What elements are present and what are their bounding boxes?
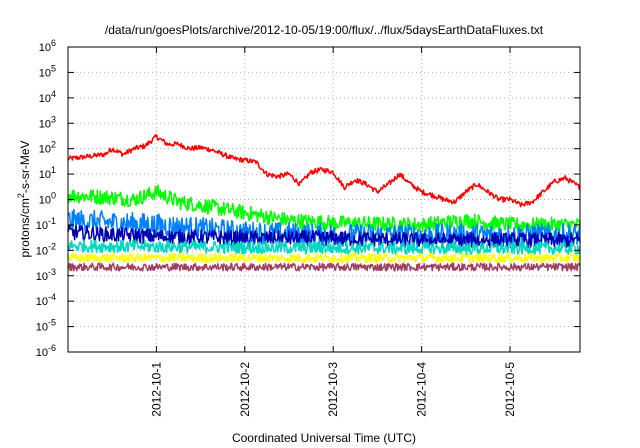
y-tick-label-base: 10 — [39, 118, 51, 130]
x-axis-title: Coordinated Universal Time (UTC) — [232, 431, 416, 445]
y-tick-label: 102 — [39, 140, 56, 156]
series-line-7 — [67, 262, 581, 272]
y-tick-label: 101 — [39, 165, 56, 181]
y-axis-title-superscript: 2 — [16, 193, 26, 198]
y-tick-label-base: 10 — [39, 195, 51, 207]
y-tick-label: 103 — [39, 114, 56, 130]
y-tick-label-base: 10 — [36, 347, 48, 359]
x-tick-label: 2012-10-3 — [326, 362, 340, 417]
y-tick-label-exponent: 1 — [51, 165, 56, 175]
x-tick-label: 2012-10-4 — [415, 362, 429, 417]
y-tick-label: 10-2 — [36, 241, 56, 257]
x-axis: 2012-10-1 2012-10-2 2012-10-3 2012-10-4 2012… — [149, 47, 517, 417]
y-tick-label-base: 10 — [39, 67, 51, 79]
y-tick-label-base: 10 — [39, 144, 51, 156]
y-axis: 10-610-510-410-310-210-11001011021031041… — [36, 38, 580, 359]
y-tick-label: 10-5 — [36, 318, 56, 334]
y-tick-label-exponent: 0 — [51, 191, 56, 201]
y-tick-label: 10-4 — [36, 292, 56, 308]
y-tick-label: 100 — [39, 191, 56, 207]
y-tick-label-exponent: -2 — [48, 241, 56, 251]
y-tick-label-exponent: -4 — [48, 292, 56, 302]
y-tick-label-base: 10 — [36, 322, 48, 334]
y-tick-label: 106 — [39, 38, 56, 54]
series-line-1 — [67, 134, 581, 208]
y-tick-label-exponent: -1 — [48, 216, 56, 226]
y-tick-label-base: 10 — [36, 220, 48, 232]
series-line-4 — [67, 224, 581, 249]
chart-title: /data/run/goesPlots/archive/2012-10-05/1… — [105, 23, 544, 37]
x-tick-label: 2012-10-5 — [503, 362, 517, 417]
y-tick-label-exponent: 4 — [51, 89, 56, 99]
y-tick-label-base: 10 — [39, 169, 51, 181]
y-tick-label: 10-3 — [36, 267, 56, 283]
y-axis-title: protons/cm2-s-sr-MeV — [16, 140, 32, 257]
y-tick-label-exponent: -6 — [48, 343, 56, 353]
series-line-5 — [67, 239, 581, 256]
y-tick-label: 10-6 — [36, 343, 56, 359]
series-line-2 — [67, 184, 581, 234]
y-tick-label-base: 10 — [39, 42, 51, 54]
y-tick-label-exponent: -3 — [48, 267, 56, 277]
y-tick-label-base: 10 — [36, 296, 48, 308]
y-tick-label-base: 10 — [36, 271, 48, 283]
y-tick-label: 104 — [39, 89, 56, 105]
y-tick-label-exponent: 3 — [51, 114, 56, 124]
y-tick-label-exponent: -5 — [48, 318, 56, 328]
y-axis-title-main: protons/cm — [18, 198, 32, 257]
series-line-6 — [67, 252, 581, 264]
y-tick-label: 105 — [39, 63, 56, 79]
series-group — [67, 134, 581, 272]
y-tick-label-base: 10 — [39, 93, 51, 105]
y-axis-title-rest: -s-sr-MeV — [18, 140, 32, 193]
x-tick-label: 2012-10-2 — [238, 362, 252, 417]
y-tick-label: 10-1 — [36, 216, 56, 232]
y-tick-label-exponent: 6 — [51, 38, 56, 48]
y-tick-label-exponent: 5 — [51, 63, 56, 73]
x-tick-label: 2012-10-1 — [149, 362, 163, 417]
y-tick-label-base: 10 — [36, 245, 48, 257]
y-tick-label-exponent: 2 — [51, 140, 56, 150]
